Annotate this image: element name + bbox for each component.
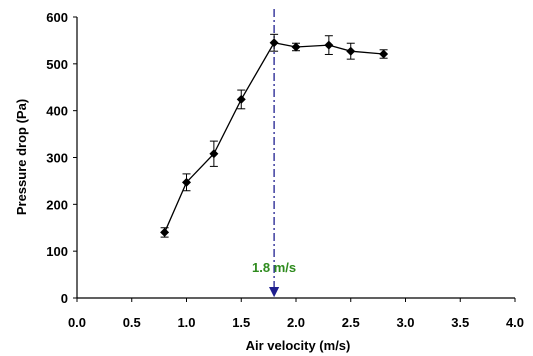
data-point bbox=[182, 177, 191, 187]
data-point bbox=[324, 40, 334, 50]
y-tick-label: 200 bbox=[46, 197, 68, 212]
data-point bbox=[209, 149, 219, 159]
x-axis-title: Air velocity (m/s) bbox=[246, 338, 351, 353]
data-point bbox=[379, 49, 389, 59]
x-tick-label: 3.5 bbox=[451, 315, 469, 330]
ticks: 0.0 0.5 1.0 1.5 2.0 2.5 3.0 3.5 4.0 0 100 200 300 400… bbox=[46, 10, 524, 330]
data-point bbox=[346, 46, 356, 56]
x-tick-label: 0.0 bbox=[68, 315, 86, 330]
y-tick-label: 100 bbox=[46, 244, 68, 259]
x-tick-label: 2.5 bbox=[342, 315, 360, 330]
data-series bbox=[160, 33, 389, 238]
y-tick-label: 500 bbox=[46, 57, 68, 72]
y-tick-label: 300 bbox=[46, 151, 68, 166]
x-tick-label: 4.0 bbox=[506, 315, 524, 330]
x-tick-label: 2.0 bbox=[287, 315, 305, 330]
y-tick-label: 0 bbox=[61, 291, 68, 306]
reference-line-label: 1.8 m/s bbox=[252, 260, 296, 275]
x-tick-label: 3.0 bbox=[396, 315, 414, 330]
y-axis-title: Pressure drop (Pa) bbox=[14, 99, 29, 215]
x-tick-label: 1.0 bbox=[177, 315, 195, 330]
reference-line-group: 1.8 m/s bbox=[252, 9, 296, 298]
data-point bbox=[160, 227, 170, 237]
y-tick-label: 400 bbox=[46, 104, 68, 119]
x-tick-label: 0.5 bbox=[123, 315, 141, 330]
data-point bbox=[269, 38, 279, 48]
data-point bbox=[291, 42, 301, 52]
data-point bbox=[236, 94, 246, 104]
axes bbox=[76, 17, 515, 299]
y-tick-label: 600 bbox=[46, 10, 68, 25]
x-tick-label: 1.5 bbox=[232, 315, 250, 330]
